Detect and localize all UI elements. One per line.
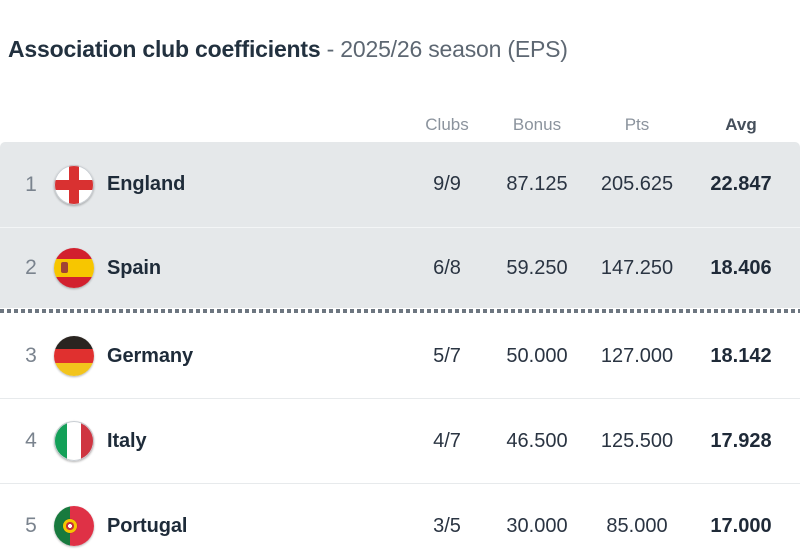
column-header-bonus: Bonus <box>512 115 562 134</box>
flag-wrap <box>54 248 94 288</box>
avg-value: 17.000 <box>710 514 772 537</box>
country-name: Italy <box>107 429 147 452</box>
column-header-clubs: Clubs <box>425 115 469 134</box>
country-name: Germany <box>107 344 194 367</box>
table-row[interactable]: 2 Spain 6/8 59.250 147.250 18.406 <box>0 227 800 313</box>
rank-label: 5 <box>25 514 37 537</box>
table-row[interactable]: 1 England 9/9 87.125 205.625 22.847 <box>0 142 800 227</box>
clubs-value: 9/9 <box>433 173 461 195</box>
column-header-avg: Avg <box>725 115 757 134</box>
rank-label: 3 <box>25 344 37 367</box>
italy-flag-icon <box>54 421 94 461</box>
pts-value: 125.500 <box>600 429 674 452</box>
clubs-value: 6/8 <box>433 256 461 279</box>
table-row[interactable]: 3 Germany 5/7 50.000 127.000 18.142 <box>0 314 800 399</box>
clubs-value: 4/7 <box>433 429 461 452</box>
england-flag-icon <box>54 164 94 205</box>
page-title-season: - 2025/26 season (EPS) <box>320 36 568 62</box>
rank-label: 4 <box>25 429 37 452</box>
table-row[interactable]: 4 Italy 4/7 46.500 125.500 17.928 <box>0 399 800 484</box>
page-title-main: Association club coefficients <box>8 36 321 62</box>
flag-wrap <box>54 506 94 546</box>
country-name: England <box>107 173 186 195</box>
bonus-value: 30.000 <box>506 514 568 537</box>
pts-value: 85.000 <box>606 514 668 537</box>
flag-wrap <box>54 336 94 376</box>
table-header: Clubs Bonus Pts Avg <box>0 115 800 142</box>
table-row[interactable]: 5 Portugal 3/5 30.000 85.000 17.000 <box>0 484 800 555</box>
portugal-flag-icon <box>54 506 94 546</box>
bonus-value: 87.125 <box>506 173 568 195</box>
avg-value: 18.406 <box>710 256 772 279</box>
column-header-pts: Pts <box>624 115 650 134</box>
flag-wrap <box>54 164 94 205</box>
rank-label: 2 <box>25 256 37 279</box>
bonus-value: 59.250 <box>506 256 568 279</box>
country-name: Spain <box>107 256 161 279</box>
clubs-value: 3/5 <box>433 514 461 537</box>
bonus-value: 50.000 <box>506 344 568 367</box>
avg-value: 22.847 <box>710 173 772 195</box>
avg-value: 18.142 <box>710 344 772 367</box>
page-title: Association club coefficients - 2025/26 … <box>8 36 800 63</box>
flag-wrap <box>54 421 94 461</box>
bonus-value: 46.500 <box>506 429 568 452</box>
country-name: Portugal <box>107 514 188 537</box>
pts-value: 147.250 <box>600 256 674 279</box>
pts-value: 127.000 <box>600 344 674 367</box>
clubs-value: 5/7 <box>433 344 461 367</box>
spain-flag-icon <box>54 248 94 288</box>
table-body: 1 England 9/9 87.125 205.625 22.847 2 Sp… <box>0 142 800 555</box>
germany-flag-icon <box>54 336 94 376</box>
avg-value: 17.928 <box>710 429 772 452</box>
pts-value: 205.625 <box>600 173 674 195</box>
rank-label: 1 <box>25 172 37 196</box>
